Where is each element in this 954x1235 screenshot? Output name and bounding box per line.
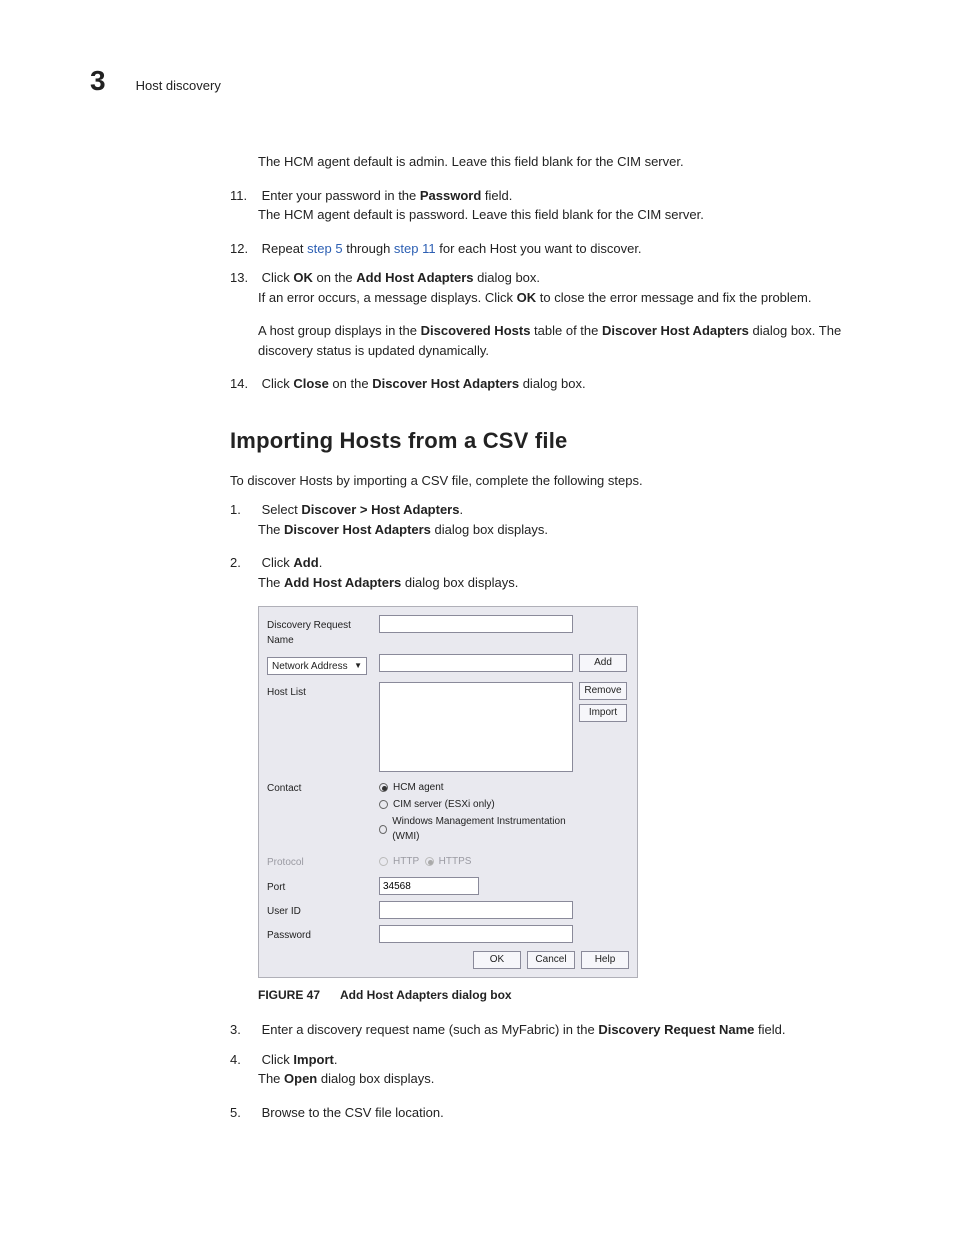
label-discovery-request-name: Discovery Request Name bbox=[267, 615, 379, 648]
radio-label-https: HTTPS bbox=[439, 854, 472, 869]
step-number: 1. bbox=[230, 500, 258, 520]
import-button[interactable]: Import bbox=[579, 704, 627, 722]
pre-indent-1: The HCM agent default is admin. Leave th… bbox=[258, 152, 884, 172]
section-intro: To discover Hosts by importing a CSV fil… bbox=[230, 471, 884, 491]
step-13-detail-1: If an error occurs, a message displays. … bbox=[258, 288, 884, 308]
radio-https bbox=[425, 857, 434, 866]
host-list-box[interactable] bbox=[379, 682, 573, 772]
chevron-down-icon: ▼ bbox=[354, 660, 362, 672]
label-protocol: Protocol bbox=[267, 852, 379, 870]
step-11-detail: The HCM agent default is password. Leave… bbox=[258, 205, 884, 225]
label-contact: Contact bbox=[267, 778, 379, 796]
step-4-text: Click Import. bbox=[262, 1050, 884, 1070]
step-2-detail: The Add Host Adapters dialog box display… bbox=[258, 573, 884, 593]
radio-hcm-agent[interactable] bbox=[379, 783, 388, 792]
step-number: 13. bbox=[230, 268, 258, 288]
ok-button[interactable]: OK bbox=[473, 951, 521, 969]
step-1-detail: The Discover Host Adapters dialog box di… bbox=[258, 520, 884, 540]
label-network-address: Network Address▼ bbox=[267, 654, 379, 675]
radio-label-http: HTTP bbox=[393, 854, 419, 869]
step-11-text: Enter your password in the Password fiel… bbox=[262, 186, 884, 206]
step-number: 11. bbox=[230, 186, 258, 206]
step-number: 12. bbox=[230, 239, 258, 259]
link-step-5[interactable]: step 5 bbox=[307, 241, 342, 256]
port-input[interactable] bbox=[379, 877, 479, 895]
step-13-text: Click OK on the Add Host Adapters dialog… bbox=[262, 268, 884, 288]
radio-wmi[interactable] bbox=[379, 825, 387, 834]
step-number: 3. bbox=[230, 1020, 258, 1040]
add-button[interactable]: Add bbox=[579, 654, 627, 672]
step-number: 14. bbox=[230, 374, 258, 394]
step-14-text: Click Close on the Discover Host Adapter… bbox=[262, 374, 884, 394]
step-12-text: Repeat step 5 through step 11 for each H… bbox=[262, 239, 884, 259]
figure-caption: FIGURE 47Add Host Adapters dialog box bbox=[258, 986, 884, 1004]
step-5-text: Browse to the CSV file location. bbox=[262, 1103, 884, 1123]
add-host-adapters-dialog: Discovery Request Name Network Address▼ … bbox=[258, 606, 638, 978]
label-user-id: User ID bbox=[267, 901, 379, 919]
step-1-text: Select Discover > Host Adapters. bbox=[262, 500, 884, 520]
step-3-text: Enter a discovery request name (such as … bbox=[262, 1020, 884, 1040]
step-2-text: Click Add. bbox=[262, 553, 884, 573]
chapter-title: Host discovery bbox=[136, 76, 221, 96]
step-number: 2. bbox=[230, 553, 258, 573]
chapter-number: 3 bbox=[90, 60, 106, 102]
section-heading: Importing Hosts from a CSV file bbox=[230, 424, 884, 457]
step-4-detail: The Open dialog box displays. bbox=[258, 1069, 884, 1089]
discovery-request-name-input[interactable] bbox=[379, 615, 573, 633]
network-address-select[interactable]: Network Address▼ bbox=[267, 657, 367, 675]
cancel-button[interactable]: Cancel bbox=[527, 951, 575, 969]
radio-label-cim: CIM server (ESXi only) bbox=[393, 797, 495, 812]
help-button[interactable]: Help bbox=[581, 951, 629, 969]
password-input[interactable] bbox=[379, 925, 573, 943]
radio-http bbox=[379, 857, 388, 866]
label-host-list: Host List bbox=[267, 682, 379, 700]
label-port: Port bbox=[267, 877, 379, 895]
radio-cim-server[interactable] bbox=[379, 800, 388, 809]
step-number: 5. bbox=[230, 1103, 258, 1123]
user-id-input[interactable] bbox=[379, 901, 573, 919]
radio-label-hcm: HCM agent bbox=[393, 780, 444, 795]
network-address-input[interactable] bbox=[379, 654, 573, 672]
step-13-detail-2: A host group displays in the Discovered … bbox=[258, 321, 884, 360]
radio-label-wmi: Windows Management Instrumentation (WMI) bbox=[392, 814, 573, 844]
remove-button[interactable]: Remove bbox=[579, 682, 627, 700]
label-password: Password bbox=[267, 925, 379, 943]
step-number: 4. bbox=[230, 1050, 258, 1070]
link-step-11[interactable]: step 11 bbox=[394, 241, 436, 256]
